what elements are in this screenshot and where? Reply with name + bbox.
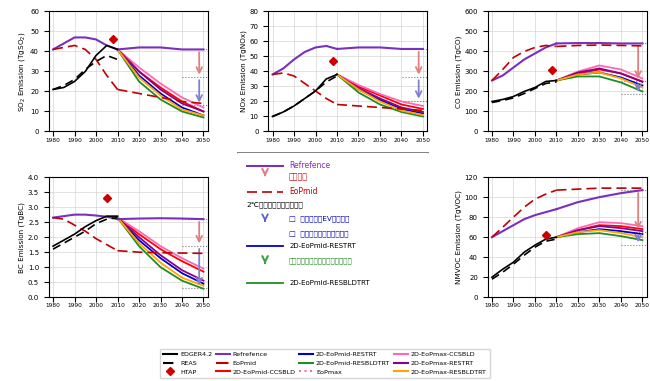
Text: 除去対策: 除去対策 <box>289 172 308 181</box>
Y-axis label: NMVOC Emission (TgVOC): NMVOC Emission (TgVOC) <box>455 190 461 284</box>
Text: □  運輸部門のEV化を推進: □ 運輸部門のEV化を推進 <box>289 215 350 222</box>
Y-axis label: BC Emission (TgBC): BC Emission (TgBC) <box>18 202 25 272</box>
Text: Refrefence: Refrefence <box>289 162 330 170</box>
Text: □  再生可能エネルギー優先: □ 再生可能エネルギー優先 <box>289 231 348 237</box>
FancyBboxPatch shape <box>235 152 431 304</box>
Legend: EDGER4.2, REAS, HTAP, Refrefence, EoPmid, 2D-EoPmid-CCSBLD, 2D-EoPmid-RESTRT, 2D: EDGER4.2, REAS, HTAP, Refrefence, EoPmid… <box>160 349 490 378</box>
Y-axis label: CO Emission (TgCO): CO Emission (TgCO) <box>455 35 461 108</box>
Y-axis label: SO$_2$ Emission (TgSO$_2$): SO$_2$ Emission (TgSO$_2$) <box>18 31 27 112</box>
Text: EoPmid: EoPmid <box>289 187 317 196</box>
Text: 2℃目標対策のうち、特に: 2℃目標対策のうち、特に <box>247 202 304 208</box>
Text: 2D-EoPmid-RESBLDTRT: 2D-EoPmid-RESBLDTRT <box>289 280 370 287</box>
Text: 2D-EoPmid-RESTRT: 2D-EoPmid-RESTRT <box>289 243 356 249</box>
Y-axis label: NOx Emission (TgNOx): NOx Emission (TgNOx) <box>240 30 247 112</box>
Text: さらに、民生部門の電化・ガス化: さらに、民生部門の電化・ガス化 <box>289 258 353 264</box>
